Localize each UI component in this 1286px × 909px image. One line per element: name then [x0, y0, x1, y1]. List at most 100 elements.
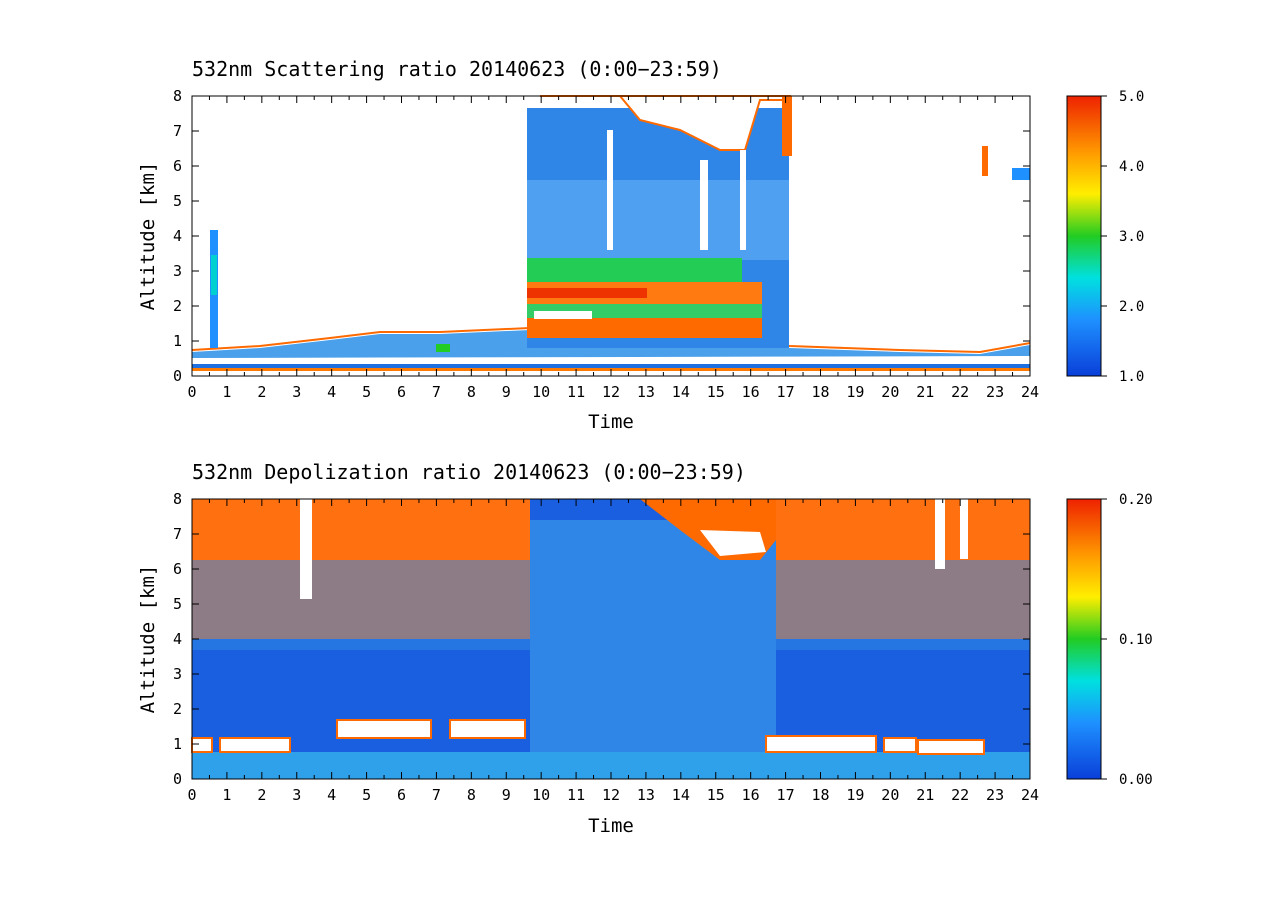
x-tick-label: 5 — [362, 383, 371, 401]
x-tick-label: 24 — [1021, 786, 1039, 804]
y-tick-label: 0 — [173, 770, 182, 788]
chart-title: 532nm Depolization ratio 20140623 (0:00−… — [192, 460, 746, 484]
colorbar-ticks: 0.00 0.10 0.20 — [1101, 492, 1153, 788]
y-tick-label: 5 — [173, 595, 182, 613]
x-tick-label: 11 — [567, 383, 585, 401]
cloud-gap — [740, 150, 746, 250]
colorbar-ticks: 1.0 2.0 3.0 4.0 5.0 — [1101, 89, 1144, 385]
gap — [960, 499, 968, 559]
speck — [436, 344, 450, 352]
speck — [982, 146, 988, 176]
x-tick-label: 12 — [602, 383, 620, 401]
x-tick-label: 0 — [187, 383, 196, 401]
x-tick-label: 2 — [257, 383, 266, 401]
y-axis-ticks: 0 1 2 3 4 5 6 7 8 — [173, 490, 1030, 788]
colorbar-tick-label: 0.00 — [1119, 772, 1153, 788]
cloud-gap — [534, 311, 592, 319]
x-tick-label: 18 — [811, 383, 829, 401]
y-tick-label: 1 — [173, 332, 182, 350]
y-tick-label: 7 — [173, 525, 182, 543]
y-tick-label: 6 — [173, 560, 182, 578]
x-tick-label: 16 — [742, 383, 760, 401]
x-tick-label: 23 — [986, 383, 1004, 401]
x-tick-label: 22 — [951, 786, 969, 804]
colorbar-tick-label: 4.0 — [1119, 159, 1144, 175]
y-tick-label: 2 — [173, 297, 182, 315]
y-tick-label: 6 — [173, 157, 182, 175]
clear-block — [219, 737, 291, 753]
x-tick-label: 9 — [502, 383, 511, 401]
x-tick-label: 7 — [432, 383, 441, 401]
x-tick-label: 10 — [532, 786, 550, 804]
gap — [935, 499, 945, 569]
x-tick-label: 1 — [222, 383, 231, 401]
colorbar-tick-label: 0.10 — [1119, 632, 1153, 648]
x-tick-label: 24 — [1021, 383, 1039, 401]
cloud-gap — [700, 160, 708, 250]
y-tick-label: 7 — [173, 122, 182, 140]
noise-fade — [776, 560, 1030, 650]
chart-title: 532nm Scattering ratio 20140623 (0:00−23… — [192, 57, 722, 81]
y-axis-ticks: 0 1 2 3 4 5 6 7 8 — [173, 87, 1030, 385]
x-tick-label: 7 — [432, 786, 441, 804]
y-tick-label: 3 — [173, 665, 182, 683]
x-axis-label: Time — [588, 411, 634, 433]
x-tick-label: 13 — [637, 383, 655, 401]
y-tick-label: 1 — [173, 735, 182, 753]
heatmap-field — [191, 95, 1031, 371]
x-tick-label: 21 — [916, 786, 934, 804]
x-tick-label: 10 — [532, 383, 550, 401]
colorbar-tick-label: 2.0 — [1119, 299, 1144, 315]
x-tick-label: 6 — [397, 383, 406, 401]
x-axis-ticks: 0 1 2 3 4 5 6 7 8 9 10 11 12 13 14 15 16 17 18 19 20 21 22 23 24 — [187, 96, 1039, 401]
x-tick-label: 6 — [397, 786, 406, 804]
cloud-layer-green — [527, 258, 742, 286]
cloud-depol — [530, 520, 776, 779]
y-tick-label: 4 — [173, 227, 182, 245]
clear-block — [883, 737, 917, 753]
x-tick-label: 14 — [672, 383, 690, 401]
x-tick-label: 23 — [986, 786, 1004, 804]
x-tick-label: 11 — [567, 786, 585, 804]
y-axis-label: Altitude [km] — [137, 162, 159, 311]
x-tick-label: 14 — [672, 786, 690, 804]
gap — [300, 499, 312, 599]
plume-core — [211, 255, 217, 295]
cloud-upper — [527, 180, 789, 260]
x-tick-label: 9 — [502, 786, 511, 804]
x-axis-label: Time — [588, 815, 634, 837]
x-tick-label: 18 — [811, 786, 829, 804]
x-tick-label: 8 — [467, 383, 476, 401]
colorbar-tick-label: 5.0 — [1119, 89, 1144, 105]
x-tick-label: 3 — [292, 786, 301, 804]
ice-cloud-clear — [700, 530, 766, 556]
y-tick-label: 4 — [173, 630, 182, 648]
cloud-edge — [782, 96, 792, 156]
x-tick-label: 12 — [602, 786, 620, 804]
colorbar-tick-label: 3.0 — [1119, 229, 1144, 245]
x-axis-ticks: 0 1 2 3 4 5 6 7 8 9 10 11 12 13 14 15 16 17 18 19 20 21 22 23 24 — [187, 499, 1039, 804]
cloud-layer-red — [527, 288, 647, 298]
colorbar — [1066, 95, 1102, 377]
x-tick-label: 17 — [777, 786, 795, 804]
cloud-layer-orange-low — [527, 318, 762, 338]
y-tick-label: 5 — [173, 192, 182, 210]
x-tick-label: 21 — [916, 383, 934, 401]
clear-block — [917, 739, 985, 755]
depolarization-panel: 532nm Depolization ratio 20140623 (0:00−… — [137, 460, 1153, 837]
x-tick-label: 2 — [257, 786, 266, 804]
speck — [1012, 168, 1030, 180]
x-tick-label: 20 — [881, 786, 899, 804]
y-tick-label: 8 — [173, 490, 182, 508]
y-tick-label: 2 — [173, 700, 182, 718]
y-axis-label: Altitude [km] — [137, 565, 159, 714]
x-tick-label: 5 — [362, 786, 371, 804]
colorbar — [1066, 498, 1102, 780]
x-tick-label: 4 — [327, 786, 336, 804]
x-tick-label: 20 — [881, 383, 899, 401]
x-tick-label: 22 — [951, 383, 969, 401]
y-tick-label: 0 — [173, 367, 182, 385]
y-tick-label: 3 — [173, 262, 182, 280]
heatmap-field — [191, 499, 1030, 779]
